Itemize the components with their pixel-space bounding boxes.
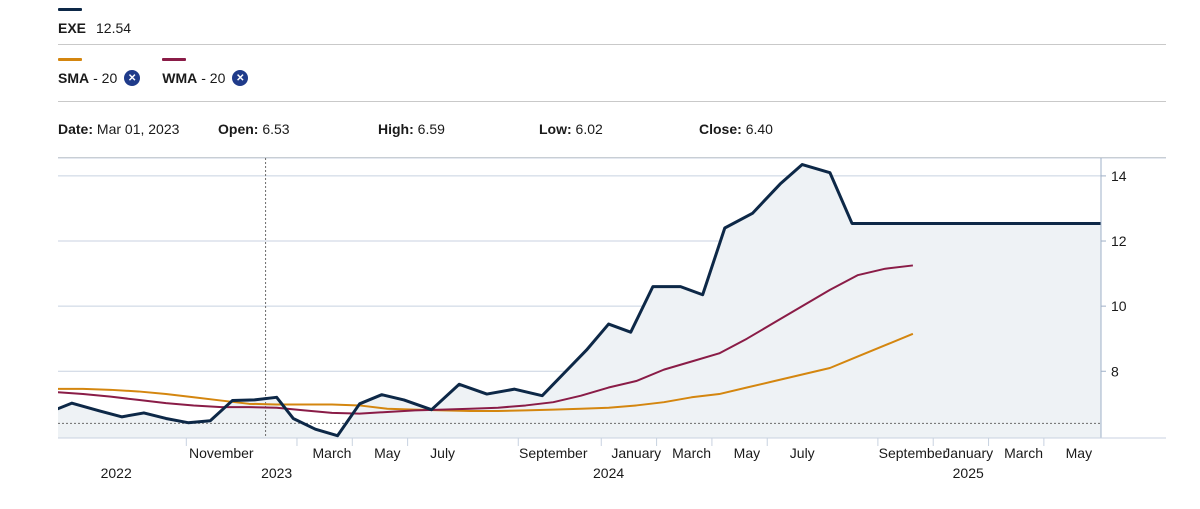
legend-main: EXE 12.54 — [58, 8, 153, 36]
x-tick-label: January — [611, 445, 661, 461]
legend-last-value: 12.54 — [96, 20, 132, 36]
x-tick-label: May — [734, 445, 760, 461]
ohlc-open: Open: 6.53 — [218, 121, 290, 137]
ohlc-close: Close: 6.40 — [699, 121, 773, 137]
x-tick-label: May — [374, 445, 400, 461]
legend-indicators: SMA - 20 ✕ WMA - 20 ✕ — [58, 58, 270, 86]
x-tick-label: September — [519, 445, 588, 461]
x-tick-label: November — [189, 445, 254, 461]
legend-item-sma[interactable]: SMA - 20 ✕ — [58, 58, 141, 86]
ohlc-date: Date: Mar 01, 2023 — [58, 121, 179, 137]
y-tick-label: 12 — [1111, 233, 1127, 249]
ohlc-high: High: 6.59 — [378, 121, 445, 137]
indicator-period: - 20 — [93, 70, 118, 86]
exe-area-fill — [58, 164, 1101, 438]
y-tick-label: 10 — [1111, 298, 1127, 314]
wma-20-line — [58, 264, 914, 415]
open-value: 6.53 — [262, 121, 290, 137]
legend-symbol: EXE — [58, 20, 87, 36]
ohlc-low: Low: 6.02 — [539, 121, 603, 137]
remove-wma-close-icon[interactable]: ✕ — [232, 70, 249, 86]
legend-divider-1 — [58, 44, 1166, 45]
x-tick-label: September — [879, 445, 948, 461]
high-label: High: — [378, 121, 414, 137]
x-tick-label: March — [313, 445, 352, 461]
close-label: Close: — [699, 121, 742, 137]
x-tick-label: March — [672, 445, 711, 461]
close-value: 6.40 — [745, 121, 773, 137]
indicator-period: - 20 — [201, 70, 226, 86]
sma-20-line — [58, 332, 914, 412]
y-tick-label: 8 — [1111, 363, 1119, 379]
exe-price-line — [58, 163, 1101, 438]
indicator-symbol: SMA — [58, 70, 90, 86]
legend-item-exe[interactable]: EXE 12.54 — [58, 8, 132, 36]
remove-sma-close-icon[interactable]: ✕ — [124, 70, 141, 86]
high-value: 6.59 — [417, 121, 445, 137]
x-tick-label: May — [1066, 445, 1092, 461]
legend-item-wma[interactable]: WMA - 20 ✕ — [162, 58, 249, 86]
x-tick-label: July — [790, 445, 815, 461]
x-year-label: 2023 — [261, 465, 292, 481]
x-tick-label: January — [943, 445, 993, 461]
open-label: Open: — [218, 121, 259, 137]
x-year-label: 2025 — [953, 465, 984, 481]
x-year-label: 2024 — [593, 465, 624, 481]
sma-line-swatch — [58, 58, 82, 61]
exe-line-swatch — [58, 8, 82, 11]
date-label: Date: — [58, 121, 94, 137]
low-value: 6.02 — [575, 121, 603, 137]
legend-divider-2 — [58, 101, 1166, 102]
x-tick-label: March — [1004, 445, 1043, 461]
low-label: Low: — [539, 121, 572, 137]
wma-line-swatch — [162, 58, 187, 61]
y-tick-label: 14 — [1111, 168, 1127, 184]
indicator-symbol: WMA — [162, 70, 198, 86]
x-year-label: 2022 — [101, 465, 132, 481]
date-value: Mar 01, 2023 — [96, 121, 180, 137]
x-tick-label: July — [430, 445, 455, 461]
